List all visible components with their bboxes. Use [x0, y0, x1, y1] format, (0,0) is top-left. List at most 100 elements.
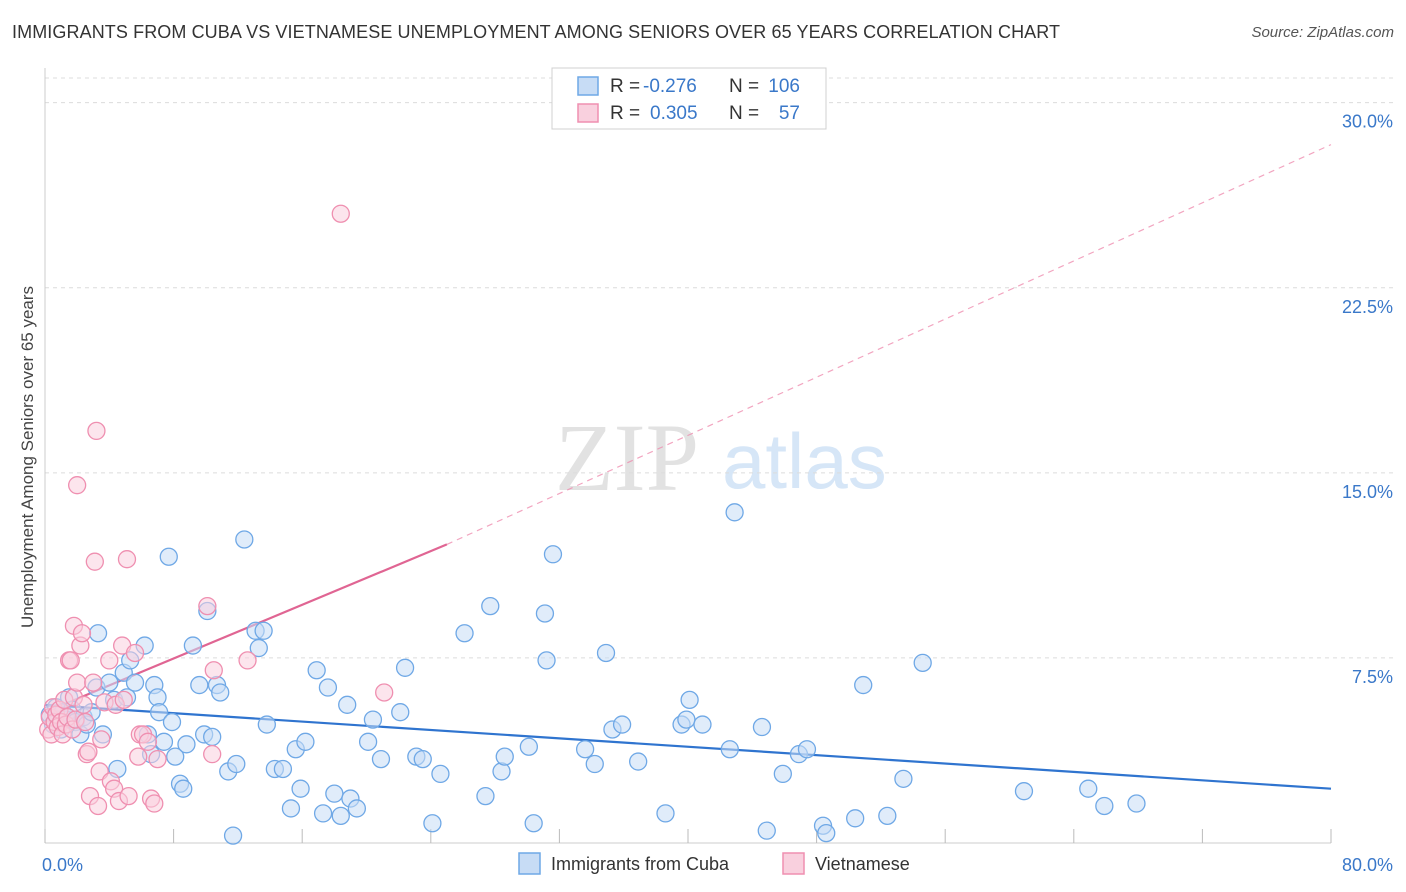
vietnamese-r-value: 0.305 [650, 103, 698, 124]
cuba-point [535, 604, 555, 623]
vietnamese-point [117, 550, 137, 569]
cuba-trend-line [44, 703, 1332, 790]
legend-vietnamese-swatch [782, 852, 805, 875]
cuba-point [391, 703, 410, 722]
cuba-point [183, 636, 203, 655]
cuba-point [162, 712, 182, 732]
stats-legend: R = -0.276 N = 106 R = 0.305 N = 57 [551, 67, 827, 130]
cuba-point [281, 799, 301, 818]
vietnamese-point [114, 690, 133, 710]
cuba-point [149, 703, 169, 722]
cuba-point [894, 769, 913, 788]
vietnamese-point [129, 747, 148, 766]
cuba-point [423, 814, 442, 833]
cuba-point [431, 764, 450, 784]
cuba-point [524, 814, 543, 833]
cuba-point [125, 673, 145, 692]
cuba-point [211, 683, 230, 702]
cuba-point [371, 749, 391, 769]
vietnamese-point [68, 673, 87, 692]
cuba-point [1095, 796, 1114, 816]
cuba-point [395, 658, 415, 677]
vietnamese-n-label: N = [729, 103, 759, 124]
cuba-n-label: N = [729, 76, 759, 97]
cuba-point [1079, 779, 1098, 798]
cuba-point [174, 779, 193, 798]
cuba-swatch [577, 76, 599, 96]
cuba-point [358, 732, 378, 751]
cuba-point [519, 737, 539, 756]
chart-title: IMMIGRANTS FROM CUBA VS VIETNAMESE UNEMP… [12, 22, 1061, 42]
vietnamese-trend-extension [446, 144, 1332, 545]
cuba-point [254, 621, 273, 640]
vietnamese-point [92, 730, 111, 749]
vietnamese-point [119, 786, 138, 806]
cuba-point [757, 821, 776, 840]
cuba-point [680, 690, 699, 710]
vietnamese-point [331, 204, 350, 223]
cuba-point [476, 786, 495, 806]
cuba-point [878, 806, 897, 826]
vietnamese-point [87, 421, 106, 441]
cuba-point [318, 678, 338, 697]
cuba-point [543, 545, 563, 564]
cuba-point [817, 823, 836, 843]
x-tick-label: 80.0% [1342, 855, 1393, 875]
vietnamese-point [375, 683, 394, 702]
cuba-point [177, 735, 196, 754]
vietnamese-point [145, 794, 164, 813]
vietnamese-point [198, 596, 217, 616]
cuba-point [190, 675, 209, 695]
cuba-point [725, 503, 744, 522]
y-tick-label: 30.0% [1342, 112, 1393, 132]
vietnamese-point [204, 661, 223, 680]
cuba-point [1127, 794, 1146, 813]
cuba-point [166, 747, 185, 766]
cuba-r-label: R = [610, 76, 640, 97]
vietnamese-point [68, 476, 87, 495]
legend-vietnamese-label: Vietnamese [815, 854, 910, 874]
cuba-point [257, 715, 276, 734]
cuba-point [1014, 782, 1034, 801]
y-tick-label: 22.5% [1342, 297, 1393, 317]
grid-lines [45, 77, 1395, 659]
legend-cuba-label: Immigrants from Cuba [551, 854, 730, 874]
vietnamese-point [72, 624, 92, 643]
cuba-point [325, 784, 344, 803]
vietnamese-r-label: R = [610, 103, 640, 124]
cuba-point [313, 804, 333, 823]
vietnamese-point [138, 732, 158, 751]
cuba-point [88, 624, 108, 643]
vietnamese-swatch [577, 103, 599, 123]
legend-cuba-swatch [518, 852, 541, 875]
cuba-point [223, 826, 243, 845]
vietnamese-point [125, 643, 145, 663]
watermark-zip: ZIP [555, 404, 699, 511]
cuba-point [363, 710, 383, 729]
cuba-point [100, 673, 119, 692]
cuba-point [575, 740, 595, 759]
cuba-r-value: -0.276 [643, 76, 697, 97]
cuba-point [629, 752, 648, 771]
cuba-point [235, 530, 254, 549]
vietnamese-point [100, 651, 119, 670]
y-tick-label: 15.0% [1342, 482, 1393, 502]
tick-labels: 7.5% 15.0% 22.5% 30.0% 0.0% 80.0% [42, 112, 1393, 875]
series-legend: Immigrants from Cuba Vietnamese [518, 852, 910, 875]
cuba-point [612, 715, 632, 734]
cuba-point [797, 740, 817, 759]
watermark: ZIP atlas [555, 404, 887, 511]
cuba-point [331, 806, 350, 826]
vietnamese-point [76, 712, 95, 732]
cuba-point [413, 749, 432, 769]
vietnamese-point [203, 745, 222, 764]
y-axis-label: Unemployment Among Seniors over 65 years [18, 286, 37, 628]
vietnamese-n-value: 57 [779, 103, 800, 124]
source-label: Source: ZipAtlas.com [1251, 24, 1394, 41]
vietnamese-point [84, 673, 103, 692]
cuba-point [159, 547, 178, 566]
cuba-point [596, 643, 616, 663]
vietnamese-point [85, 552, 104, 571]
cuba-point [677, 710, 696, 729]
